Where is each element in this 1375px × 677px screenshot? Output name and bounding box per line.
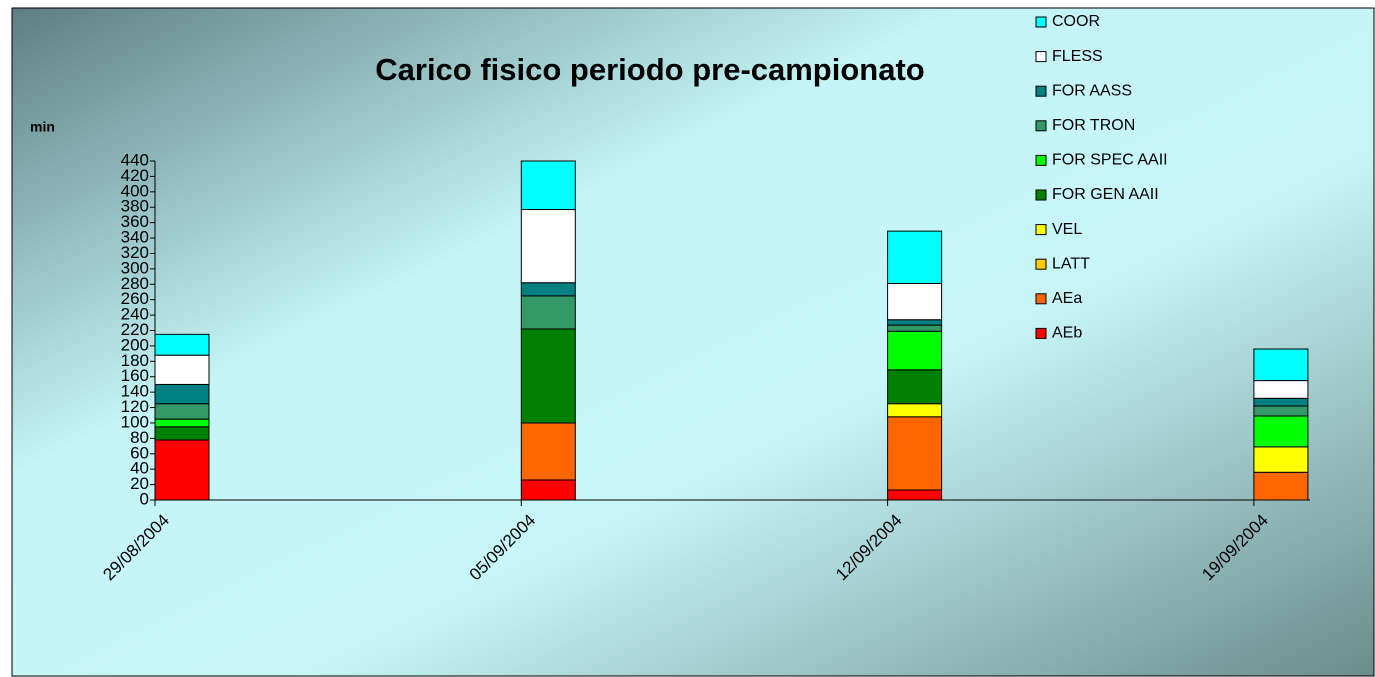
bar-segment xyxy=(520,209,576,284)
legend-label: AEb xyxy=(1052,325,1082,342)
bar-segment xyxy=(154,418,210,428)
legend-label: VEL xyxy=(1052,221,1082,238)
y-tick-label: 120 xyxy=(121,397,149,416)
legend-label: LATT xyxy=(1052,255,1090,272)
legend-label: FOR SPEC AAII xyxy=(1052,152,1168,169)
bar-segment xyxy=(1253,471,1309,501)
bar-segment xyxy=(154,403,210,420)
y-tick-label: 160 xyxy=(121,366,149,385)
y-tick-label: 220 xyxy=(121,320,149,339)
y-tick-label: 380 xyxy=(121,197,149,216)
bar-segment xyxy=(887,283,943,321)
legend-swatch xyxy=(1035,224,1047,236)
legend-swatch xyxy=(1035,154,1047,166)
y-tick-label: 300 xyxy=(121,258,149,277)
bar-segment xyxy=(154,354,210,385)
y-tick-label: 440 xyxy=(121,150,149,169)
y-tick-label: 0 xyxy=(140,489,149,508)
bar-segment xyxy=(154,383,210,405)
bar-segment xyxy=(154,439,210,501)
bar-segment xyxy=(154,426,210,441)
bar-segment xyxy=(520,422,576,481)
y-tick-label: 40 xyxy=(130,459,149,478)
bar-segment xyxy=(1253,415,1309,448)
legend-label: AEa xyxy=(1052,290,1082,307)
legend-label: FOR AASS xyxy=(1052,82,1132,99)
bar-segment xyxy=(1253,348,1309,382)
bar-segment xyxy=(887,403,943,418)
y-tick-label: 180 xyxy=(121,351,149,370)
y-axis-label: min xyxy=(30,119,55,135)
y-tick-label: 80 xyxy=(130,428,149,447)
bar-segment xyxy=(887,489,943,501)
bar-segment xyxy=(520,160,576,211)
y-tick-label: 340 xyxy=(121,228,149,247)
y-tick-label: 60 xyxy=(130,443,149,462)
legend-swatch xyxy=(1035,258,1047,270)
legend-swatch xyxy=(1035,85,1047,97)
y-tick-label: 260 xyxy=(121,289,149,308)
chart-title: Carico fisico periodo pre-campionato xyxy=(375,52,924,87)
y-tick-label: 420 xyxy=(121,166,149,185)
bar-segment xyxy=(1253,380,1309,399)
legend-swatch xyxy=(1035,293,1047,305)
legend-swatch xyxy=(1035,51,1047,63)
bar-segment xyxy=(520,282,576,297)
y-tick-label: 20 xyxy=(130,474,149,493)
bar-segment xyxy=(1253,405,1309,417)
bar-segment xyxy=(520,328,576,424)
legend-label: FOR TRON xyxy=(1052,117,1135,134)
bar-segment xyxy=(887,330,943,371)
y-tick-label: 360 xyxy=(121,212,149,231)
y-tick-label: 140 xyxy=(121,382,149,401)
bar-segment xyxy=(887,416,943,491)
y-tick-label: 240 xyxy=(121,305,149,324)
legend-swatch xyxy=(1035,120,1047,132)
bar-segment xyxy=(1253,397,1309,407)
bar-segment xyxy=(1253,446,1309,473)
legend-swatch xyxy=(1035,189,1047,201)
legend-label: COOR xyxy=(1052,13,1100,30)
legend-label: FOR GEN AAII xyxy=(1052,186,1159,203)
y-tick-label: 280 xyxy=(121,274,149,293)
bar-segment xyxy=(520,295,576,330)
background xyxy=(11,7,1375,677)
y-tick-label: 400 xyxy=(121,181,149,200)
bar-segment xyxy=(887,319,943,326)
legend-swatch xyxy=(1035,16,1047,28)
legend-label: FLESS xyxy=(1052,48,1103,65)
bar-segment xyxy=(154,333,210,356)
y-tick-label: 200 xyxy=(121,335,149,354)
bar-segment xyxy=(887,369,943,405)
bar-segment xyxy=(887,230,943,285)
bar-segment xyxy=(520,479,576,501)
bar-segment xyxy=(887,324,943,332)
y-tick-label: 100 xyxy=(121,412,149,431)
legend-swatch xyxy=(1035,327,1047,339)
y-tick-label: 320 xyxy=(121,243,149,262)
